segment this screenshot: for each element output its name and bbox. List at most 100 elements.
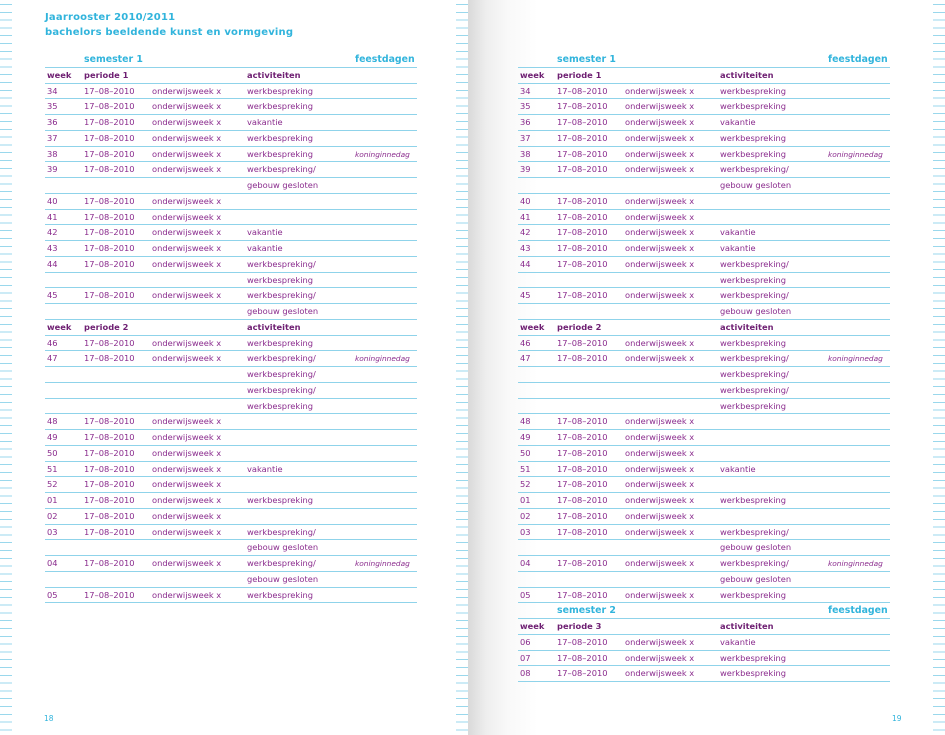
period-header: periode 3 (557, 621, 602, 631)
week-cell: 36 (47, 117, 58, 127)
table-row: 38 17–08–2010 onderwijsweek x werkbesprekin… (45, 147, 417, 163)
activity-cell: werkbespreking/ (720, 526, 789, 537)
week-cell: 08 (520, 668, 531, 679)
table-row: 49 17–08–2010 onderwijsweek x (518, 430, 890, 446)
type-cell: onderwijsweek x (625, 463, 695, 474)
margin-ticks-gutter (456, 0, 468, 735)
table-row: 52 17–08–2010 onderwijsweek x (518, 477, 890, 493)
week-cell: 03 (520, 526, 531, 537)
activity-cell: werkbespreking/ (247, 384, 316, 395)
type-cell: onderwijsweek x (152, 211, 222, 222)
date-cell: 17–08–2010 (557, 589, 608, 600)
date-cell: 17–08–2010 (84, 479, 135, 490)
table-row: gebouw gesloten (518, 540, 890, 556)
table-row: 45 17–08–2010 onderwijsweek x werkbesprekin… (518, 288, 890, 304)
date-cell: 17–08–2010 (84, 243, 135, 253)
date-cell: 17–08–2010 (84, 495, 135, 505)
activities-header: activiteiten (247, 321, 301, 332)
table-row: 04 17–08–2010 onderwijsweek x werkbesprekin… (45, 556, 417, 572)
page-number-left: 18 (44, 714, 54, 723)
activity-cell: werkbespreking/ (720, 369, 789, 379)
week-cell: 51 (520, 463, 531, 474)
holiday-cell: koninginnedag (828, 354, 883, 364)
activity-cell: gebouw gesloten (247, 306, 319, 316)
margin-ticks-right (933, 0, 945, 735)
right-page: semester 1 feestdagen week periode 1 activit… (468, 0, 945, 735)
date-cell: 17–08–2010 (557, 416, 608, 427)
schedule-table-right: semester 1 feestdagen week periode 1 activit… (518, 52, 890, 682)
table-row: 02 17–08–2010 onderwijsweek x (45, 509, 417, 525)
activity-cell: werkbespreking (247, 337, 314, 348)
activity-cell: werkbespreking (720, 668, 787, 679)
week-cell: 43 (47, 243, 58, 253)
date-cell: 17–08–2010 (84, 416, 135, 427)
period-header: periode 1 (84, 69, 129, 80)
type-cell: onderwijsweek x (152, 195, 222, 206)
activity-cell: werkbespreking/ (720, 353, 789, 364)
week-cell: 41 (520, 211, 531, 222)
week-cell: 05 (47, 589, 58, 600)
period-header: periode 2 (557, 321, 602, 332)
activity-cell: werkbespreking (720, 589, 787, 600)
semester-title: semester 2 (557, 605, 616, 617)
week-cell: 44 (47, 258, 58, 269)
semester-title: semester 1 (84, 54, 143, 65)
activities-header: activiteiten (720, 321, 774, 332)
activity-cell: werkbespreking (247, 400, 314, 411)
type-cell: onderwijsweek x (625, 243, 695, 253)
date-cell: 17–08–2010 (557, 495, 608, 505)
type-cell: onderwijsweek x (152, 463, 222, 474)
date-cell: 17–08–2010 (557, 85, 608, 96)
column-header-row: week periode 1 activiteiten (45, 68, 417, 84)
table-row: werkbespreking/ (518, 383, 890, 399)
activity-cell: werkbespreking (720, 101, 787, 112)
table-row: 08 17–08–2010 onderwijsweek x werkbesprekin… (518, 666, 890, 682)
holiday-cell: koninginnedag (355, 559, 410, 568)
table-row: 01 17–08–2010 onderwijsweek x werkbesprekin… (45, 493, 417, 509)
date-cell: 17–08–2010 (557, 211, 608, 222)
column-header-row: week periode 2 activiteiten (45, 320, 417, 336)
date-cell: 17–08–2010 (84, 117, 135, 127)
week-cell: 47 (47, 353, 58, 364)
week-cell: 42 (47, 227, 58, 238)
date-cell: 17–08–2010 (84, 101, 135, 112)
table-row: 06 17–08–2010 onderwijsweek x vakantie (518, 635, 890, 651)
table-row: 34 17–08–2010 onderwijsweek x werkbesprekin… (45, 84, 417, 100)
table-row: 36 17–08–2010 onderwijsweek x vakantie (518, 115, 890, 131)
type-cell: onderwijsweek x (625, 447, 695, 458)
week-cell: 51 (47, 463, 58, 474)
holiday-cell: koninginnedag (355, 354, 410, 364)
type-cell: onderwijsweek x (152, 290, 222, 301)
week-cell: 35 (47, 101, 58, 112)
week-cell: 45 (47, 290, 58, 301)
activity-cell: werkbespreking/ (720, 164, 789, 175)
holiday-cell: koninginnedag (828, 149, 883, 159)
week-cell: 47 (520, 353, 531, 364)
type-cell: onderwijsweek x (152, 526, 222, 537)
table-row: werkbespreking (518, 273, 890, 289)
activity-cell: werkbespreking (720, 400, 787, 411)
week-cell: 49 (47, 432, 58, 442)
table-row: 47 17–08–2010 onderwijsweek x werkbesprekin… (518, 351, 890, 367)
table-row: 02 17–08–2010 onderwijsweek x (518, 509, 890, 525)
week-cell: 41 (47, 211, 58, 222)
date-cell: 17–08–2010 (557, 195, 608, 206)
table-row: 49 17–08–2010 onderwijsweek x (45, 430, 417, 446)
activity-cell: werkbespreking/ (247, 258, 316, 269)
type-cell: onderwijsweek x (152, 479, 222, 490)
table-row: 04 17–08–2010 onderwijsweek x werkbesprekin… (518, 556, 890, 572)
table-row: 36 17–08–2010 onderwijsweek x vakantie (45, 115, 417, 131)
table-row: 03 17–08–2010 onderwijsweek x werkbesprekin… (518, 525, 890, 541)
type-cell: onderwijsweek x (152, 101, 222, 112)
type-cell: onderwijsweek x (152, 132, 222, 143)
type-cell: onderwijsweek x (625, 290, 695, 301)
table-row: gebouw gesloten (45, 304, 417, 320)
activity-cell: gebouw gesloten (247, 180, 319, 190)
activity-cell: vakantie (720, 636, 756, 647)
week-cell: 40 (47, 195, 58, 206)
table-row: 46 17–08–2010 onderwijsweek x werkbesprekin… (45, 336, 417, 352)
week-cell: 45 (520, 290, 531, 301)
type-cell: onderwijsweek x (152, 117, 222, 127)
date-cell: 17–08–2010 (557, 227, 608, 238)
activity-cell: vakantie (720, 227, 756, 238)
